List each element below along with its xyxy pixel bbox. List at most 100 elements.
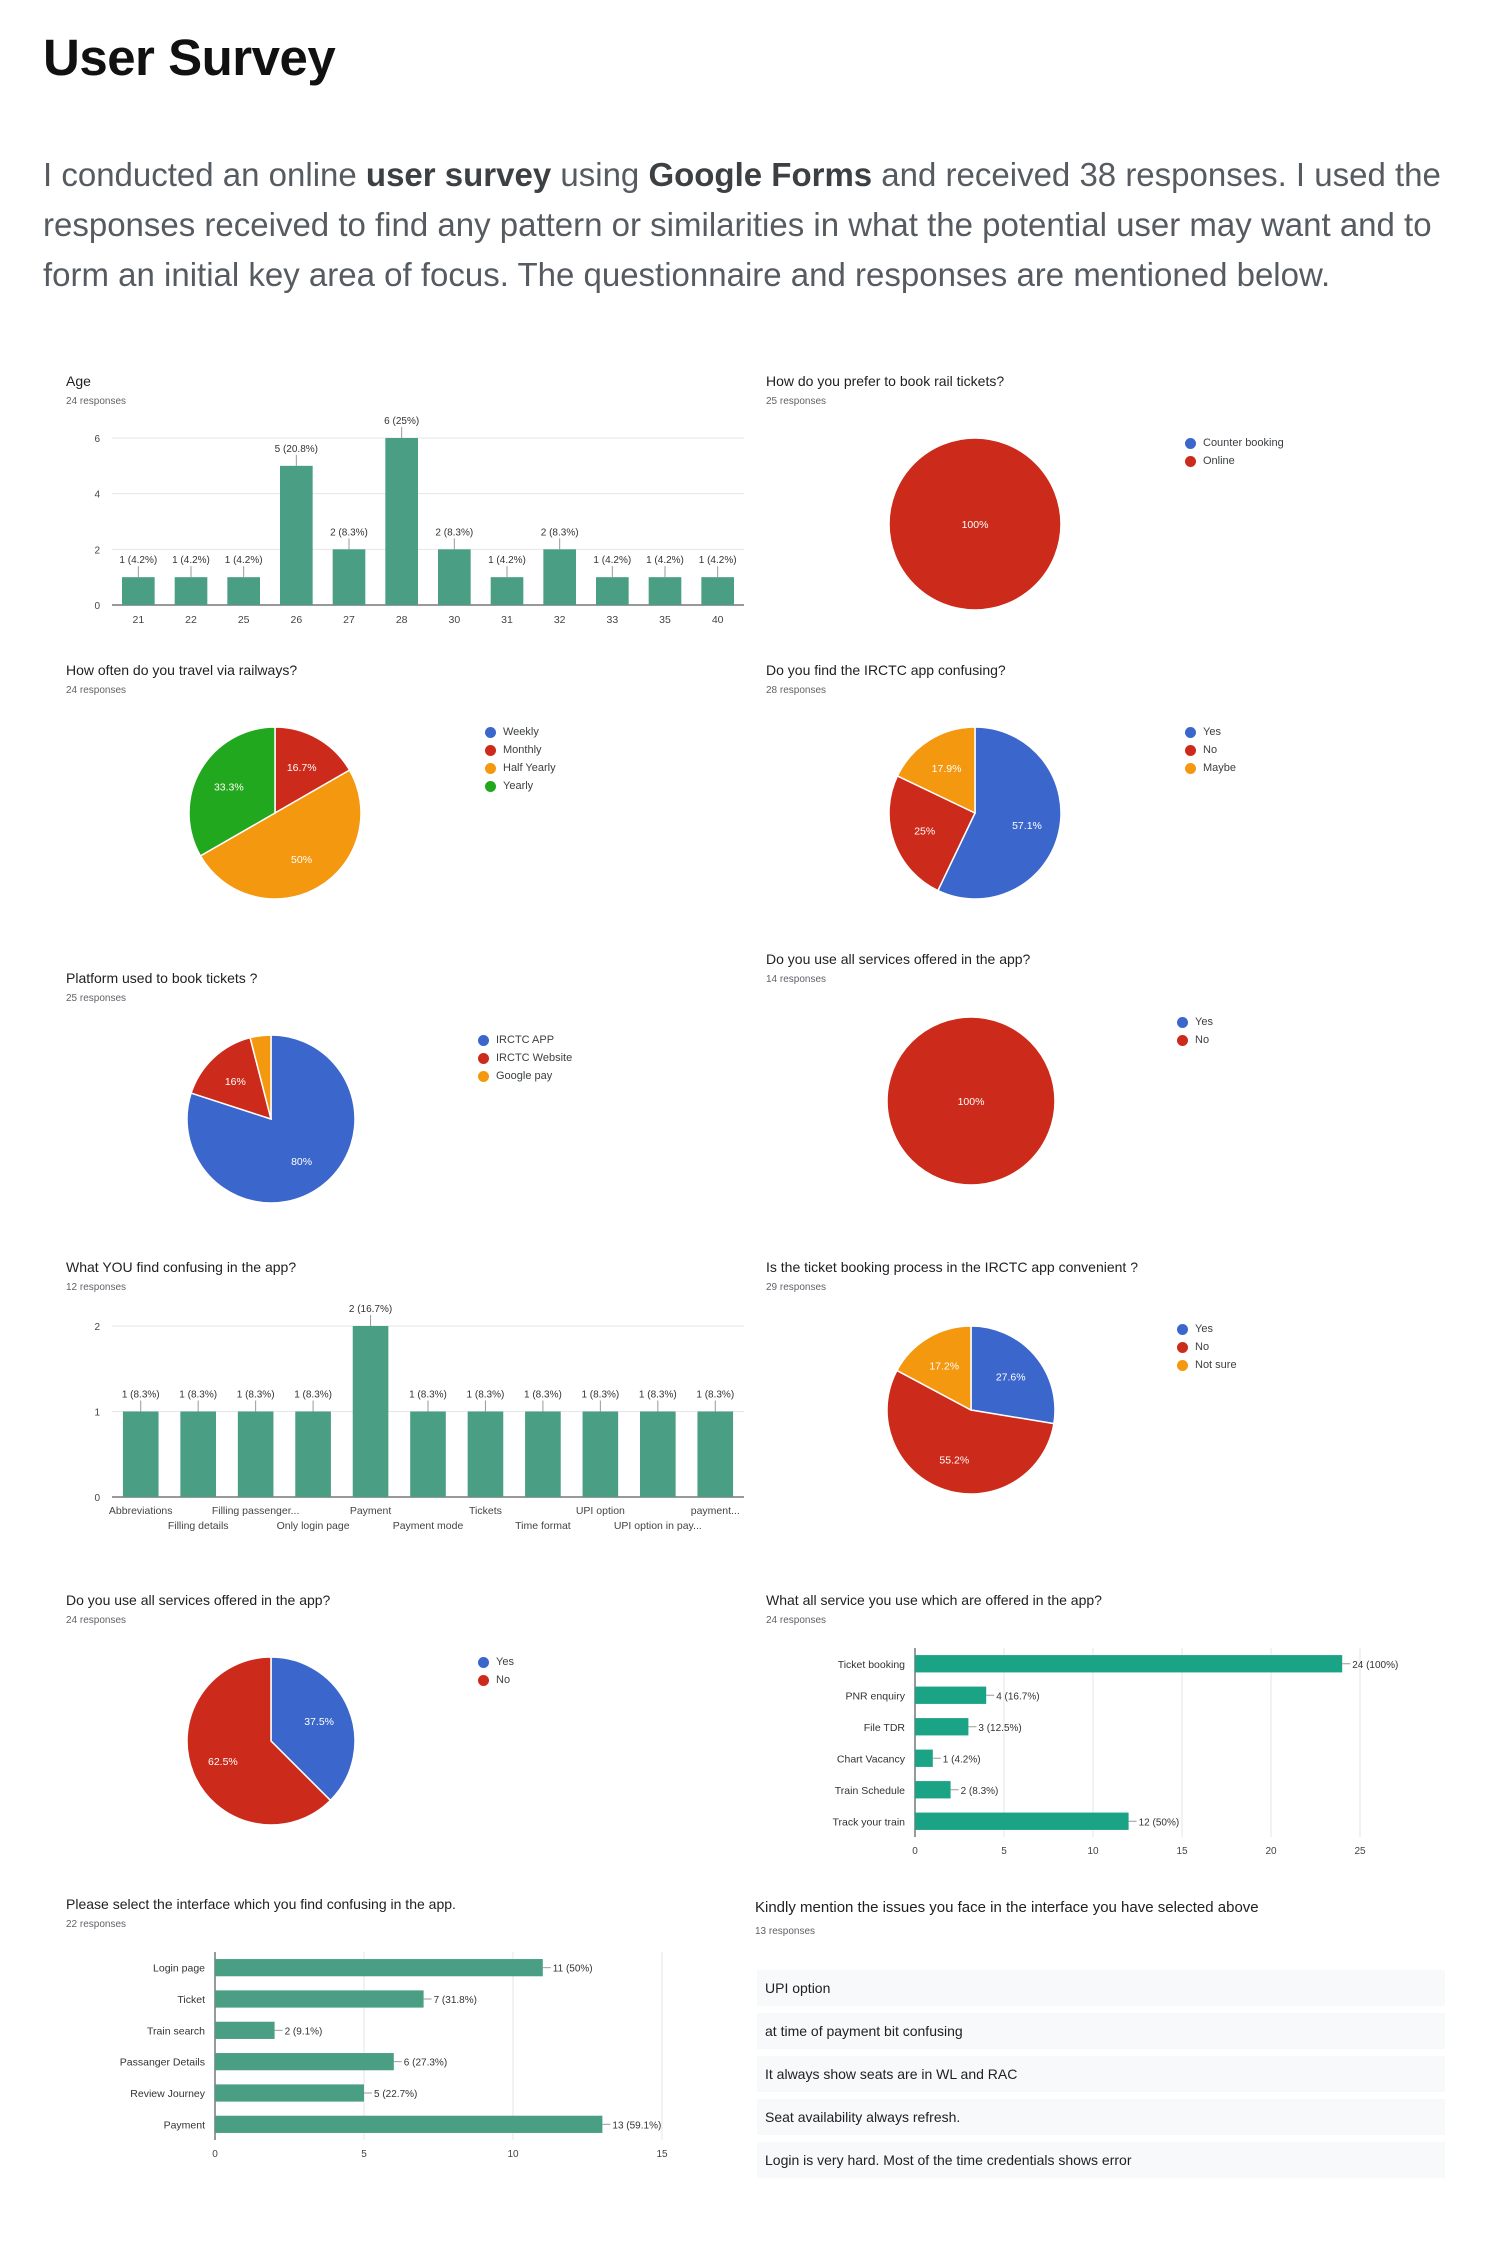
bar	[237, 1411, 274, 1497]
legend-label: Half Yearly	[503, 762, 556, 774]
question-title: How often do you travel via railways?	[66, 662, 298, 678]
text-response: UPI option	[757, 1970, 1445, 2006]
response-count: 13 responses	[755, 1926, 816, 1937]
legend-label: Yes	[1203, 726, 1221, 738]
pie-slice	[190, 1036, 273, 1121]
legend-label: Counter booking	[1203, 437, 1284, 449]
y-tick-label: PNR enquiry	[845, 1690, 905, 1702]
legend-item: Online	[1185, 452, 1284, 470]
legend-item: Not sure	[1177, 1356, 1237, 1374]
slice-label: 16.7%	[287, 762, 317, 774]
bar	[410, 1411, 446, 1497]
pie-slice	[888, 774, 977, 892]
data-label: 24 (100%)	[1352, 1660, 1398, 1671]
chart-legend: Weekly Monthly Half Yearly Yearly	[485, 723, 556, 795]
chart-legend: Yes No	[478, 1653, 514, 1689]
bar	[385, 438, 418, 605]
data-label: 1 (8.3%)	[122, 1390, 160, 1401]
response-count: 25 responses	[766, 396, 827, 407]
data-label: 2 (8.3%)	[541, 527, 579, 538]
legend-swatch	[1177, 1323, 1188, 1335]
legend-item: Yearly	[485, 777, 556, 795]
bar	[701, 577, 734, 605]
question-title: Do you use all services offered in the a…	[766, 951, 1031, 967]
y-tick-label: Train search	[147, 2025, 205, 2037]
text-response: at time of payment bit confusing	[757, 2013, 1445, 2049]
legend-swatch	[1177, 1359, 1188, 1371]
y-tick-label: Train Schedule	[835, 1785, 905, 1797]
bar	[596, 577, 629, 605]
x-tick-label: 20	[1265, 1846, 1277, 1857]
x-tick-label: 10	[1087, 1846, 1099, 1857]
bar	[215, 2115, 603, 2133]
pie-slice	[936, 726, 1062, 900]
data-label: 7 (31.8%)	[434, 1995, 477, 2006]
data-label: 2 (9.1%)	[285, 2026, 323, 2037]
x-tick-label: Only login page	[277, 1520, 350, 1532]
response-count: 14 responses	[766, 974, 827, 985]
legend-item: No	[1177, 1338, 1237, 1356]
x-tick-label: 27	[343, 614, 355, 626]
legend-label: No	[1195, 1341, 1210, 1353]
bar	[180, 1411, 216, 1497]
legend-label: Monthly	[503, 744, 542, 756]
data-label: 1 (4.2%)	[699, 555, 737, 566]
legend-item: IRCTC Website	[478, 1049, 572, 1067]
response-count: 28 responses	[766, 685, 827, 696]
legend-label: No	[496, 1674, 511, 1686]
legend-item: Monthly	[485, 741, 556, 759]
x-tick-label: 26	[290, 614, 302, 626]
intro-text: using	[551, 156, 649, 193]
legend-item: Yes	[1177, 1013, 1213, 1031]
legend-label: No	[1195, 1034, 1210, 1046]
slice-label: 27.6%	[996, 1371, 1026, 1383]
x-tick-label: 25	[1354, 1846, 1366, 1857]
chart-legend: Yes No Not sure	[1177, 1320, 1237, 1374]
x-tick-label: Filling passenger...	[212, 1505, 300, 1517]
y-tick-label: Login page	[153, 1963, 205, 1975]
bar	[227, 577, 260, 605]
bar	[174, 577, 208, 605]
bar	[582, 1411, 619, 1497]
y-tick-label: Passanger Details	[120, 2057, 205, 2069]
legend-swatch	[1185, 762, 1196, 774]
data-label: 6 (27.3%)	[404, 2058, 447, 2069]
data-label: 1 (4.2%)	[593, 555, 631, 566]
y-tick-label: Payment	[164, 2119, 206, 2131]
legend-swatch	[1185, 726, 1196, 738]
bar	[648, 577, 682, 605]
x-tick-label: Tickets	[469, 1505, 502, 1517]
question-title: Age	[66, 373, 91, 389]
legend-item: Yes	[1185, 723, 1236, 741]
data-label: 1 (8.3%)	[467, 1390, 505, 1401]
legend-item: Yes	[1177, 1320, 1237, 1338]
legend-label: Google pay	[496, 1070, 553, 1082]
slice-label: 17.9%	[932, 763, 962, 775]
question-title: Please select the interface which you fi…	[66, 1896, 456, 1912]
data-label: 1 (8.3%)	[294, 1390, 332, 1401]
data-label: 1 (8.3%)	[639, 1390, 677, 1401]
x-tick-label: Payment	[350, 1505, 392, 1517]
bar	[640, 1411, 676, 1497]
question-title: How do you prefer to book rail tickets?	[766, 373, 1005, 389]
legend-item: No	[1177, 1031, 1213, 1049]
slice-label: 100%	[962, 519, 989, 531]
bar	[438, 549, 471, 605]
pie-slice	[188, 726, 276, 857]
x-tick-label: 10	[507, 2149, 519, 2160]
data-label: 5 (22.7%)	[374, 2089, 417, 2100]
intro-text: and received 38 responses. I used the re…	[43, 156, 1441, 293]
text-response: Login is very hard. Most of the time cre…	[757, 2142, 1445, 2178]
x-tick-label: 0	[912, 1846, 918, 1857]
data-label: 1 (8.3%)	[409, 1390, 447, 1401]
x-tick-label: 40	[712, 614, 724, 626]
data-label: 12 (50%)	[1139, 1817, 1180, 1828]
x-tick-label: 33	[606, 614, 618, 626]
y-tick-label: File TDR	[864, 1722, 906, 1734]
bar	[467, 1411, 504, 1497]
bar	[915, 1718, 969, 1736]
data-label: 3 (12.5%)	[978, 1723, 1021, 1734]
response-count: 25 responses	[66, 993, 127, 1004]
data-label: 1 (4.2%)	[225, 555, 263, 566]
